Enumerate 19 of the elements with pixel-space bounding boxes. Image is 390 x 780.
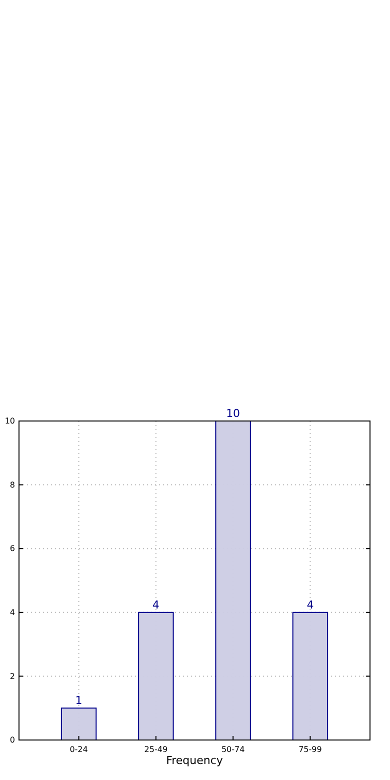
- y-tick-label: 8: [10, 480, 15, 490]
- data-label: 4: [306, 598, 314, 612]
- x-tick-label: 0-24: [70, 745, 88, 754]
- y-tick-label: 10: [4, 416, 15, 426]
- data-label: 4: [152, 598, 160, 612]
- data-label: 1: [75, 694, 82, 708]
- y-tick-label: 4: [10, 608, 15, 617]
- x-tick-label: 75-99: [298, 745, 322, 754]
- x-tick-label: 50-74: [221, 745, 245, 754]
- bar: [292, 612, 328, 740]
- y-tick-label: 2: [10, 672, 15, 681]
- y-tick-label: 6: [10, 544, 15, 554]
- bar: [215, 420, 251, 740]
- bar: [138, 612, 174, 740]
- bar: [60, 708, 97, 740]
- data-label: 10: [226, 407, 240, 420]
- y-tick-label: 0: [10, 736, 15, 745]
- x-tick-label: 25-49: [144, 745, 168, 754]
- x-axis-title: Frequency: [166, 754, 224, 767]
